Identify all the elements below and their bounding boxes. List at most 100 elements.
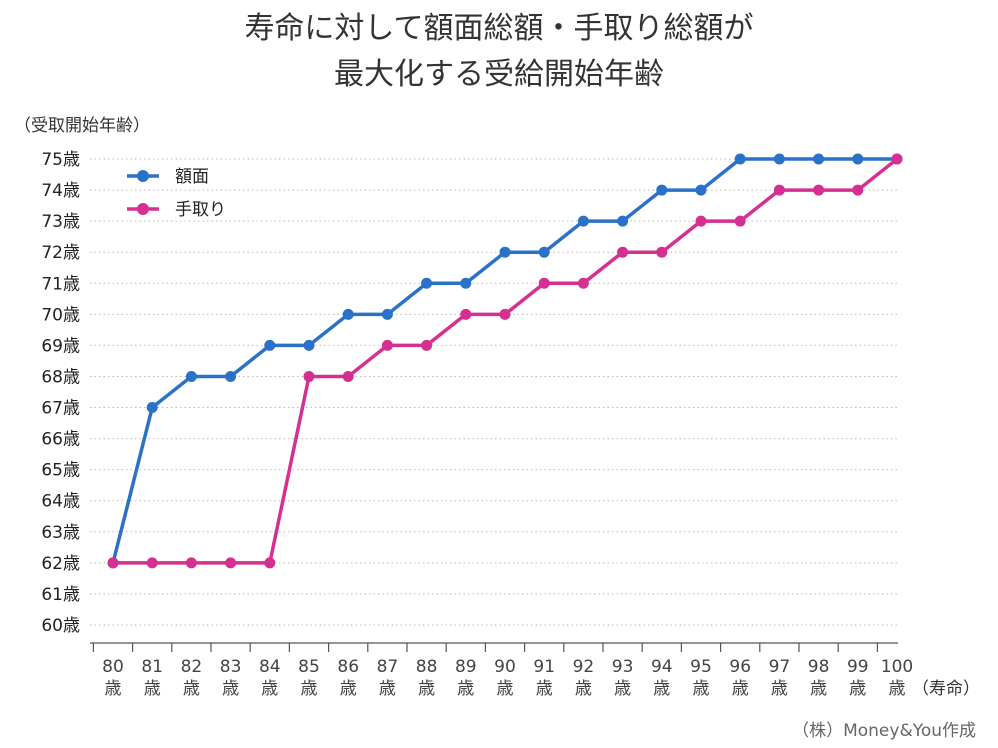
- data-point-1: [538, 277, 550, 289]
- legend-label: 手取り: [175, 200, 226, 220]
- x-tick-suffix: 歳: [183, 679, 200, 699]
- x-tick-suffix: 歳: [693, 679, 710, 699]
- data-point-1: [773, 184, 785, 196]
- y-tick-label: 71歳: [41, 274, 80, 294]
- data-point-0: [225, 370, 237, 382]
- data-point-0: [734, 153, 746, 165]
- x-tick-suffix: 歳: [497, 679, 514, 699]
- legend-marker: [137, 203, 149, 215]
- data-point-1: [813, 184, 825, 196]
- y-tick-label: 72歳: [41, 243, 80, 263]
- data-point-1: [381, 339, 393, 351]
- x-tick-label: 82: [181, 657, 203, 677]
- x-tick-suffix: 歳: [105, 679, 122, 699]
- x-tick-label: 87: [377, 657, 399, 677]
- x-tick-label: 94: [651, 657, 673, 677]
- x-tick-label: 89: [455, 657, 477, 677]
- x-tick-label: 84: [259, 657, 281, 677]
- x-tick-suffix: 歳: [301, 679, 318, 699]
- y-tick-label: 64歳: [41, 492, 80, 512]
- x-tick-label: 83: [220, 657, 242, 677]
- x-tick-suffix: 歳: [575, 679, 592, 699]
- data-point-1: [734, 215, 746, 227]
- series-line-1: [113, 157, 899, 565]
- x-tick-suffix: 歳: [536, 679, 553, 699]
- x-tick-suffix: 歳: [849, 679, 866, 699]
- data-point-1: [264, 557, 276, 569]
- x-tick-label: 98: [808, 657, 830, 677]
- data-point-0: [421, 277, 433, 289]
- x-tick-suffix: 歳: [457, 679, 474, 699]
- data-point-1: [303, 370, 315, 382]
- data-point-0: [381, 308, 393, 320]
- data-point-1: [577, 277, 589, 289]
- data-point-1: [499, 308, 511, 320]
- data-point-0: [146, 402, 158, 414]
- x-tick-suffix: 歳: [889, 679, 906, 699]
- data-point-0: [577, 215, 589, 227]
- y-tick-label: 66歳: [41, 430, 80, 450]
- x-tick-suffix: 歳: [222, 679, 239, 699]
- data-point-0: [303, 339, 315, 351]
- x-tick-label: 99: [847, 657, 869, 677]
- data-point-1: [342, 370, 354, 382]
- data-point-1: [891, 153, 903, 165]
- data-point-1: [225, 557, 237, 569]
- x-tick-label: 88: [416, 657, 438, 677]
- y-tick-label: 75歳: [41, 150, 80, 170]
- data-point-0: [538, 246, 550, 258]
- x-tick-suffix: 歳: [144, 679, 161, 699]
- x-axis-label: （寿命）: [912, 679, 980, 699]
- x-tick-label: 95: [690, 657, 712, 677]
- x-tick-suffix: 歳: [261, 679, 278, 699]
- y-tick-label: 60歳: [41, 616, 80, 636]
- data-point-1: [460, 308, 472, 320]
- data-point-0: [617, 215, 629, 227]
- data-point-1: [852, 184, 864, 196]
- data-point-1: [107, 557, 119, 569]
- x-tick-suffix: 歳: [810, 679, 827, 699]
- chart-title-line-1: 寿命に対して額面総額・手取り総額が: [244, 11, 754, 46]
- legend-marker: [137, 170, 149, 182]
- y-tick-label: 70歳: [41, 305, 80, 325]
- data-point-0: [656, 184, 668, 196]
- data-point-0: [499, 246, 511, 258]
- data-point-1: [656, 246, 668, 258]
- y-tick-label: 68歳: [41, 367, 80, 387]
- data-point-0: [813, 153, 825, 165]
- data-point-1: [421, 339, 433, 351]
- y-axis-label: （受取開始年齢）: [14, 116, 150, 136]
- x-tick-label: 81: [141, 657, 163, 677]
- y-tick-label: 61歳: [41, 585, 80, 605]
- y-tick-label: 73歳: [41, 212, 80, 232]
- data-point-0: [695, 184, 707, 196]
- x-tick-label: 80: [102, 657, 124, 677]
- data-point-0: [852, 153, 864, 165]
- x-tick-suffix: 歳: [418, 679, 435, 699]
- x-tick-label: 100: [881, 657, 913, 677]
- x-tick-suffix: 歳: [614, 679, 631, 699]
- x-tick-label: 96: [729, 657, 751, 677]
- data-point-1: [617, 246, 629, 258]
- data-point-0: [460, 277, 472, 289]
- y-tick-label: 67歳: [41, 399, 80, 419]
- data-point-0: [342, 308, 354, 320]
- credit-text: （株）Money&You作成: [792, 721, 976, 741]
- x-tick-suffix: 歳: [732, 679, 749, 699]
- data-point-1: [146, 557, 158, 569]
- chart-title-line-2: 最大化する受給開始年齢: [334, 57, 664, 92]
- y-tick-label: 65歳: [41, 461, 80, 481]
- y-tick-label: 69歳: [41, 336, 80, 356]
- x-tick-label: 92: [573, 657, 595, 677]
- data-point-0: [773, 153, 785, 165]
- y-tick-label: 74歳: [41, 181, 80, 201]
- data-point-0: [185, 370, 197, 382]
- y-tick-label: 62歳: [41, 554, 80, 574]
- y-tick-label: 63歳: [41, 523, 80, 543]
- data-point-1: [695, 215, 707, 227]
- legend-label: 額面: [175, 167, 209, 187]
- data-point-1: [185, 557, 197, 569]
- x-tick-label: 97: [769, 657, 791, 677]
- x-tick-label: 93: [612, 657, 634, 677]
